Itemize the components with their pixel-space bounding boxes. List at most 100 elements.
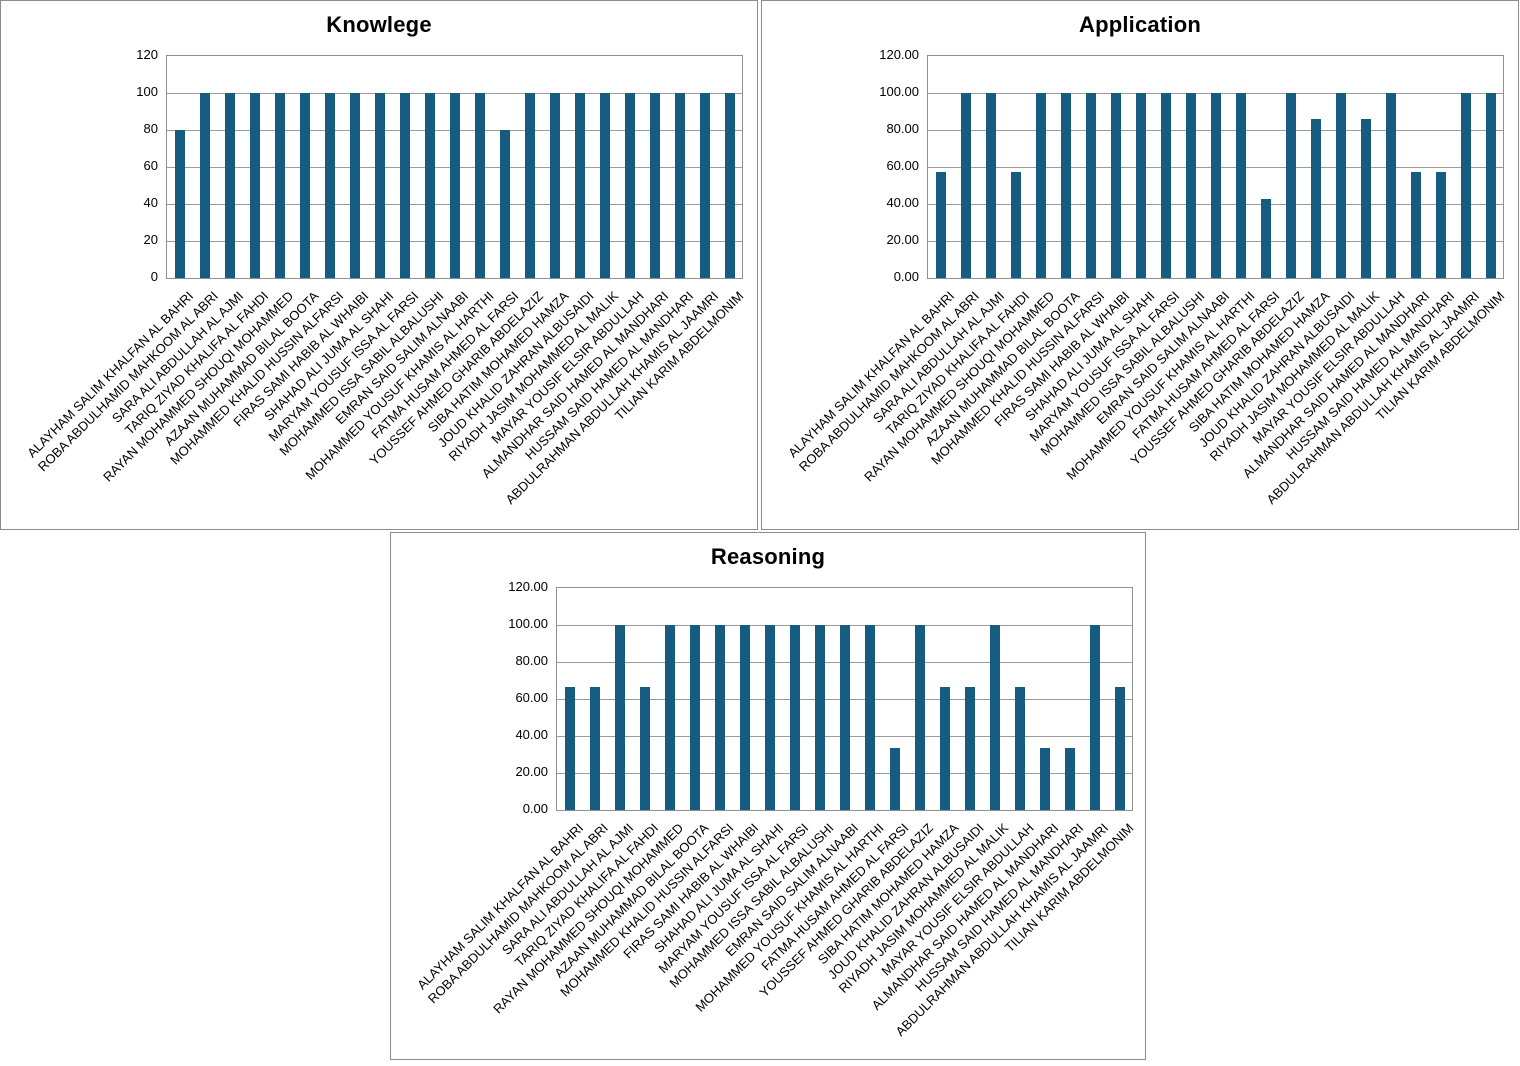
y-tick-label: 0.00 [893,269,919,284]
bar [1160,93,1171,278]
bar [574,93,585,278]
bar [374,93,385,278]
bar [399,93,410,278]
bar [939,686,950,810]
bar [1310,119,1321,278]
bar [674,93,685,278]
bar [249,93,260,278]
y-tick-label: 20.00 [886,232,919,247]
bar [1410,172,1421,278]
y-tick-label: 0 [150,269,158,284]
bar [960,93,971,278]
bar [839,625,850,810]
bar [935,172,946,278]
bar [989,625,1000,810]
bar [664,625,675,810]
bar [639,686,650,810]
bar [624,93,635,278]
bar [1064,748,1075,810]
bar [224,93,235,278]
bar [1010,172,1021,278]
y-tick-label: 60.00 [886,158,919,173]
y-tick-label: 40.00 [515,727,548,742]
bar [864,625,875,810]
y-tick-label: 80.00 [515,653,548,668]
bar [724,93,735,278]
y-tick-label: 80.00 [886,121,919,136]
bar [614,625,625,810]
chart-panel-knowlege: Knowlege 0 20 40 60 80 100 120 ALAYHAM SALIM K… [0,0,758,530]
bar [1185,93,1196,278]
bar [589,686,600,810]
bar [964,686,975,810]
bar [199,93,210,278]
plot-area [166,55,743,279]
bar [599,93,610,278]
bar [1014,686,1025,810]
y-tick-label: 40 [143,195,158,210]
bar [889,748,900,810]
bar [1210,93,1221,278]
bar [789,625,800,810]
y-tick-label: 100.00 [508,616,548,631]
plot-area [927,55,1504,279]
chart-title-reasoning: Reasoning [710,544,826,569]
bar [1435,172,1446,278]
bar [1460,93,1471,278]
bar [499,130,510,278]
bar [1360,119,1371,278]
bar [324,93,335,278]
y-tick-label: 20 [143,232,158,247]
y-tick-label: 80 [143,121,158,136]
y-tick-label: 120 [136,47,158,62]
bar [689,625,700,810]
y-axis-labels: 0.00 20.00 40.00 60.00 80.00 100.00 120.00 [391,533,548,833]
y-tick-label: 20.00 [515,764,548,779]
y-tick-label: 0.00 [522,801,548,816]
y-tick-label: 120.00 [508,579,548,594]
bar [1089,625,1100,810]
y-tick-label: 60 [143,158,158,173]
bar [1285,93,1296,278]
y-tick-label: 60.00 [515,690,548,705]
bar [739,625,750,810]
bar [714,625,725,810]
y-tick-label: 120.00 [879,47,919,62]
chart-title-application: Application [1079,12,1201,37]
bar [299,93,310,278]
bar [1114,686,1125,810]
bar [985,93,996,278]
bar [449,93,460,278]
x-axis-labels: ALAYHAM SALIM KHALFAN AL BAHRI ROBA ABDUL… [391,815,1145,1045]
bar [1260,198,1271,278]
bar [1485,93,1496,278]
x-axis-labels: ALAYHAM SALIM KHALFAN AL BAHRI ROBA ABDUL… [1,283,757,513]
y-axis-labels: 0.00 20.00 40.00 60.00 80.00 100.00 120.00 [762,1,919,301]
bar [1039,748,1050,810]
bar [764,625,775,810]
bar [564,686,575,810]
bar [1085,93,1096,278]
chart-panel-reasoning: Reasoning 0.00 20.00 40.00 60.00 80.00 100.00… [390,532,1146,1060]
bar [1035,93,1046,278]
bar [1335,93,1346,278]
bar [649,93,660,278]
bar [914,625,925,810]
bar [174,130,185,278]
chart-title-knowlege: Knowlege [326,12,432,37]
bar [274,93,285,278]
y-axis-labels: 0 20 40 60 80 100 120 [1,1,158,301]
bar [349,93,360,278]
bar [1385,93,1396,278]
bar [1110,93,1121,278]
y-tick-label: 100 [136,84,158,99]
bar [524,93,535,278]
bar [1235,93,1246,278]
bar [1135,93,1146,278]
chart-panel-application: Application 0.00 20.00 40.00 60.00 80.00 100.… [761,0,1519,530]
plot-area [556,587,1133,811]
bar [699,93,710,278]
bar [549,93,560,278]
bar [424,93,435,278]
